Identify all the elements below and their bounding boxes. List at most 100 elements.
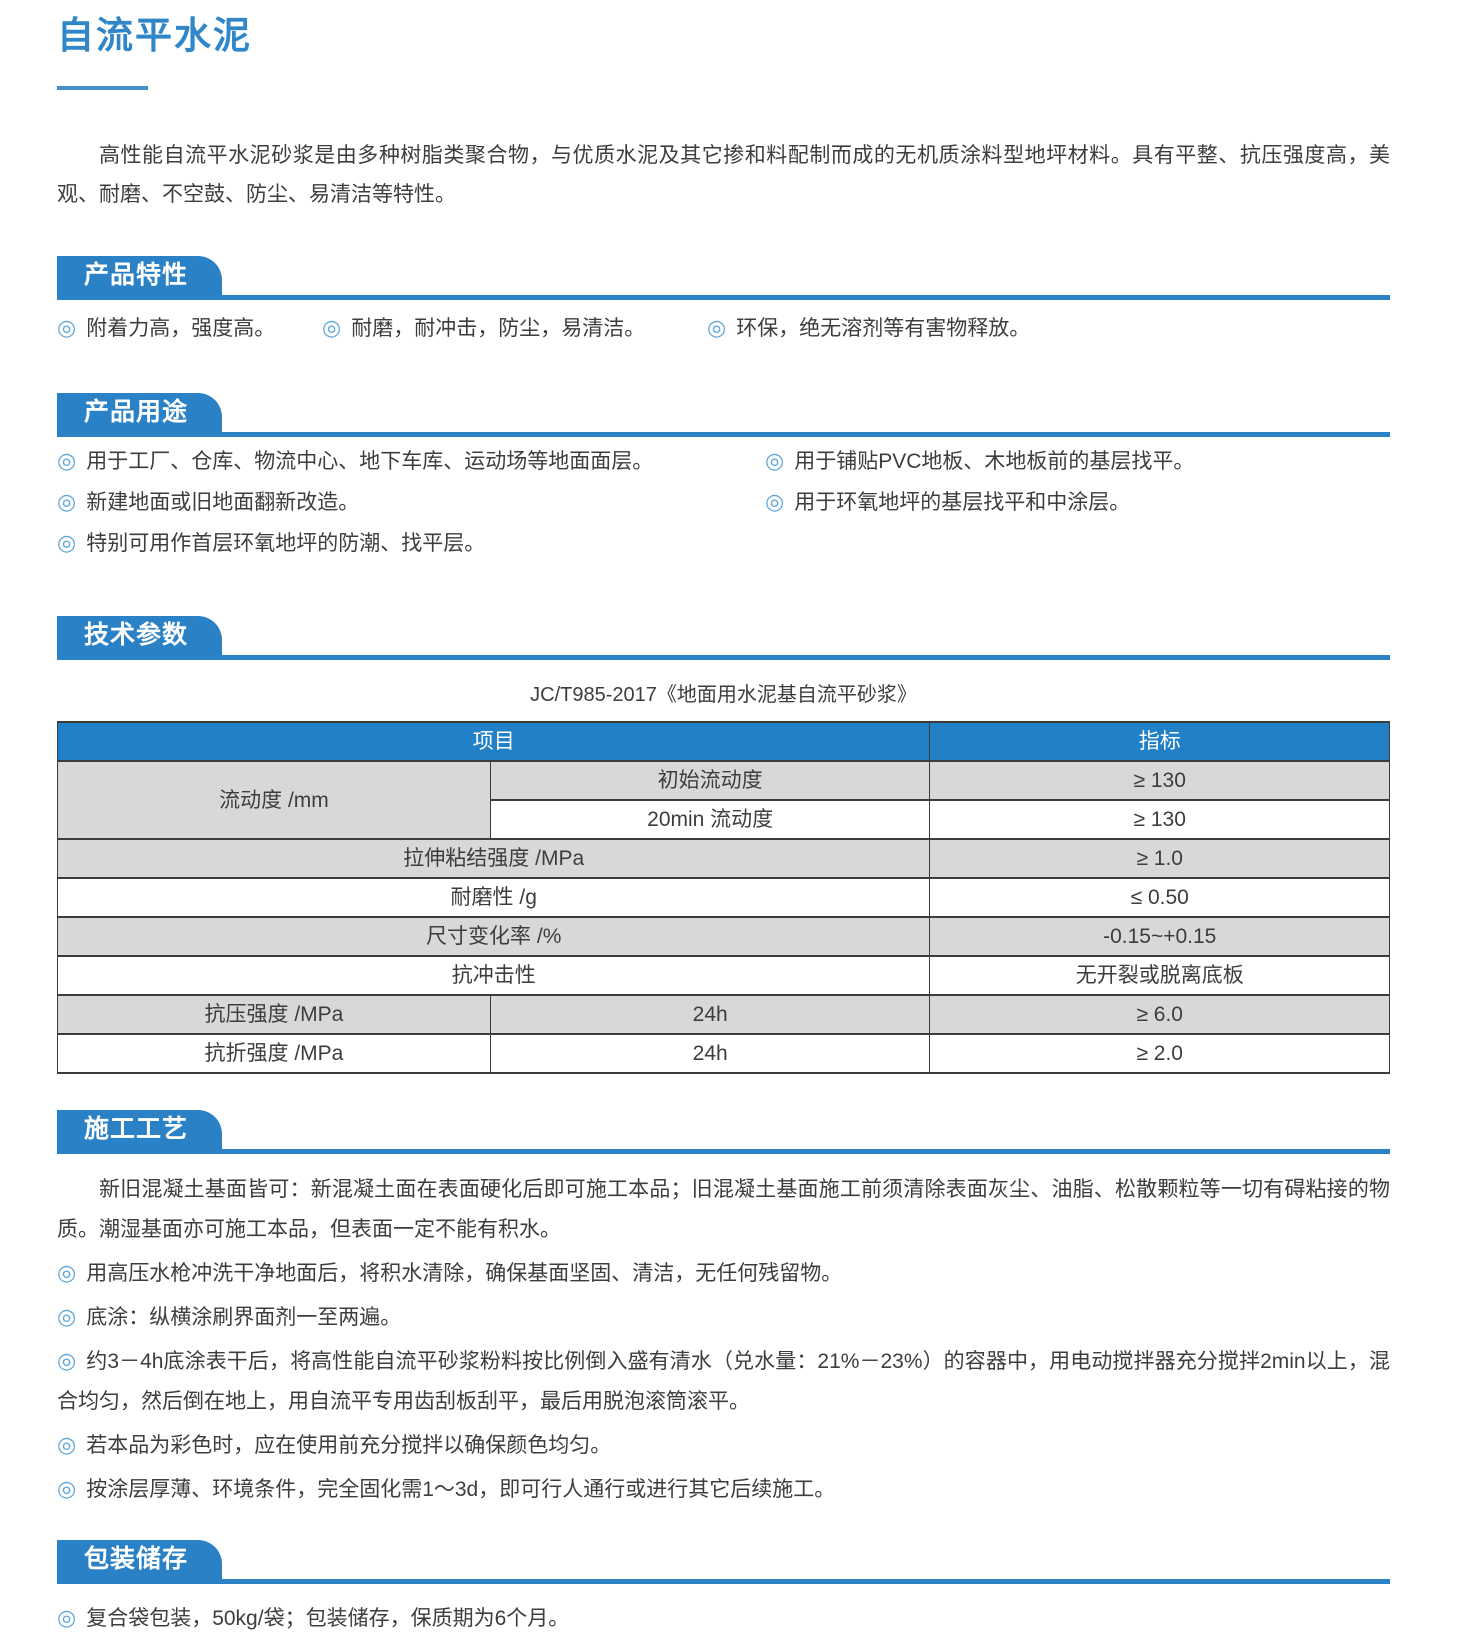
table-cell: ≥ 130 — [929, 799, 1390, 840]
list-item-text: 若本品为彩色时，应在使用前充分搅拌以确保颜色均匀。 — [86, 1434, 612, 1457]
features-list: ◎ 附着力高，强度高。 ◎ 耐磨，耐冲击，防尘，易清洁。 ◎ 环保，绝无溶剂等有害物释放。 — [57, 308, 1390, 349]
bullseye-bullet-icon: ◎ — [765, 489, 785, 514]
list-item-text: 约3－4h底涂表干后，将高性能自流平砂浆粉料按比例倒入盛有清水（兑水量：21%－… — [57, 1350, 1390, 1413]
intro-paragraph: 高性能自流平水泥砂浆是由多种树脂类聚合物，与优质水泥及其它掺和料配制而成的无机质… — [57, 144, 1390, 206]
list-item: ◎ 用于环氧地坪的基层找平和中涂层。 — [765, 488, 1390, 517]
list-item: ◎ 按涂层厚薄、环境条件，完全固化需1～3d，即可行人通行或进行其它后续施工。 — [57, 1469, 1390, 1510]
uses-left-list: ◎ 用于工厂、仓库、物流中心、地下车库、运动场等地面面层。 ◎ 新建地面或旧地面翻新改… — [57, 447, 765, 570]
bullseye-bullet-icon: ◎ — [707, 315, 727, 340]
list-item: ◎ 底涂：纵横涂刷界面剂一至两遍。 — [57, 1297, 1390, 1338]
bullseye-bullet-icon: ◎ — [322, 315, 342, 340]
table-row: 抗折强度 /MPa 24h ≥ 2.0 — [57, 1033, 1390, 1074]
table-cell: -0.15~+0.15 — [929, 916, 1390, 957]
list-item: ◎ 用于铺贴PVC地板、木地板前的基层找平。 — [765, 447, 1390, 476]
list-item-text: 特别可用作首层环氧地坪的防潮、找平层。 — [86, 532, 486, 555]
specs-standard-caption: JC/T985-2017《地面用水泥基自流平砂浆》 — [530, 684, 917, 706]
table-header-cell: 指标 — [929, 721, 1390, 762]
table-row: 耐磨性 /g ≤ 0.50 — [56, 877, 1390, 918]
page-title: 自流平水泥 — [57, 15, 252, 56]
uses-columns: ◎ 用于工厂、仓库、物流中心、地下车库、运动场等地面面层。 ◎ 新建地面或旧地面翻新改… — [57, 447, 1390, 570]
process-intro-paragraph: 新旧混凝土基面皆可：新混凝土面在表面硬化后即可施工本品；旧混凝土基面施工前须清除… — [57, 1178, 1390, 1241]
section-heading-tab: 产品用途 — [57, 393, 223, 432]
table-row: 流动度 /mm 初始流动度 ≥ 130 — [57, 760, 1390, 840]
bullseye-bullet-icon: ◎ — [57, 448, 77, 473]
list-item-text: 附着力高，强度高。 — [86, 317, 276, 340]
list-item-text: 用于铺贴PVC地板、木地板前的基层找平。 — [794, 450, 1195, 473]
bullseye-bullet-icon: ◎ — [765, 448, 785, 473]
list-item: ◎ 用高压水枪冲洗干净地面后，将积水清除，确保基面坚固、清洁，无任何残留物。 — [57, 1253, 1390, 1294]
table-cell: ≤ 0.50 — [929, 877, 1390, 918]
process-steps-list: ◎ 用高压水枪冲洗干净地面后，将积水清除，确保基面坚固、清洁，无任何残留物。 ◎ 底涂… — [57, 1253, 1390, 1510]
section-process: 施工工艺 新旧混凝土基面皆可：新混凝土面在表面硬化后即可施工本品；旧混凝土基面施… — [57, 1110, 1390, 1510]
table-cell: 抗压强度 /MPa — [57, 994, 491, 1035]
bullseye-bullet-icon: ◎ — [57, 530, 77, 555]
table-cell: 无开裂或脱离底板 — [929, 955, 1390, 996]
bullseye-bullet-icon: ◎ — [57, 1260, 77, 1285]
section-specs: 技术参数 JC/T985-2017《地面用水泥基自流平砂浆》 项目 指标 流动度 … — [56, 616, 1390, 1074]
table-cell: 20min 流动度 — [489, 799, 931, 840]
list-item-text: 复合袋包装，50kg/袋；包装储存，保质期为6个月。 — [86, 1607, 570, 1630]
list-item: ◎ 环保，绝无溶剂等有害物释放。 — [707, 308, 1390, 349]
table-cell: 尺寸变化率 /% — [56, 916, 931, 957]
list-item-text: 用于环氧地坪的基层找平和中涂层。 — [794, 491, 1131, 514]
bullseye-bullet-icon: ◎ — [57, 1476, 77, 1501]
title-underline-rule — [57, 86, 148, 90]
section-packaging: 包装储存 ◎ 复合袋包装，50kg/袋；包装储存，保质期为6个月。 — [57, 1540, 1390, 1639]
section-heading-tab: 技术参数 — [57, 616, 223, 655]
list-item: ◎ 新建地面或旧地面翻新改造。 — [57, 488, 765, 517]
bullseye-bullet-icon: ◎ — [57, 1605, 77, 1630]
table-cell: 拉伸粘结强度 /MPa — [56, 838, 931, 879]
table-cell: ≥ 2.0 — [929, 1033, 1390, 1074]
specs-table-body: 流动度 /mm 初始流动度 ≥ 130 20min 流动度 ≥ 130 拉伸粘结强度 /M… — [56, 760, 1390, 1074]
section-features: 产品特性 ◎ 附着力高，强度高。 ◎ 耐磨，耐冲击，防尘，易清洁。 ◎ 环保，绝无溶剂等有… — [57, 256, 1390, 349]
section-uses: 产品用途 ◎ 用于工厂、仓库、物流中心、地下车库、运动场等地面面层。 ◎ 新建地面或旧… — [57, 393, 1390, 570]
specs-table-head: 项目 指标 — [56, 721, 1390, 762]
table-row: 抗冲击性 无开裂或脱离底板 — [56, 955, 1390, 996]
list-item-text: 新建地面或旧地面翻新改造。 — [86, 491, 360, 514]
bullseye-bullet-icon: ◎ — [57, 315, 77, 340]
document-page: 自流平水泥 高性能自流平水泥砂浆是由多种树脂类聚合物，与优质水泥及其它掺和料配制… — [0, 12, 1459, 1639]
section-heading-bar: 技术参数 — [57, 616, 1390, 660]
list-item: ◎ 约3－4h底涂表干后，将高性能自流平砂浆粉料按比例倒入盛有清水（兑水量：21%… — [57, 1341, 1390, 1422]
section-heading-bar: 产品特性 — [57, 256, 1390, 300]
section-heading-tab: 产品特性 — [57, 256, 223, 295]
list-item-text: 底涂：纵横涂刷界面剂一至两遍。 — [86, 1306, 402, 1329]
table-cell: ≥ 1.0 — [929, 838, 1390, 879]
bullseye-bullet-icon: ◎ — [57, 1348, 77, 1373]
bullseye-bullet-icon: ◎ — [57, 1432, 77, 1457]
list-item-text: 环保，绝无溶剂等有害物释放。 — [736, 317, 1031, 340]
section-heading-bar: 施工工艺 — [57, 1110, 1390, 1154]
uses-right-list: ◎ 用于铺贴PVC地板、木地板前的基层找平。 ◎ 用于环氧地坪的基层找平和中涂层。 — [765, 447, 1390, 570]
section-heading-tab: 施工工艺 — [57, 1110, 223, 1149]
list-item: ◎ 若本品为彩色时，应在使用前充分搅拌以确保颜色均匀。 — [57, 1425, 1390, 1466]
list-item-text: 按涂层厚薄、环境条件，完全固化需1～3d，即可行人通行或进行其它后续施工。 — [86, 1478, 836, 1501]
table-cell: 抗折强度 /MPa — [57, 1033, 491, 1074]
table-cell: 24h — [489, 994, 931, 1035]
table-row: 尺寸变化率 /% -0.15~+0.15 — [56, 916, 1390, 957]
table-cell: 流动度 /mm — [57, 760, 491, 840]
section-heading-bar: 包装储存 — [57, 1540, 1390, 1584]
list-item: ◎ 耐磨，耐冲击，防尘，易清洁。 — [322, 308, 707, 349]
list-item: ◎ 用于工厂、仓库、物流中心、地下车库、运动场等地面面层。 — [57, 447, 765, 476]
list-item: ◎ 复合袋包装，50kg/袋；包装储存，保质期为6个月。 — [57, 1598, 1390, 1639]
list-item: ◎ 附着力高，强度高。 — [57, 308, 322, 349]
bullseye-bullet-icon: ◎ — [57, 489, 77, 514]
specs-table: 项目 指标 流动度 /mm 初始流动度 ≥ 130 20min 流动度 ≥ 130 拉伸粘结… — [56, 721, 1390, 1074]
list-item-text: 用高压水枪冲洗干净地面后，将积水清除，确保基面坚固、清洁，无任何残留物。 — [86, 1262, 843, 1285]
table-header-cell: 项目 — [56, 721, 931, 762]
list-item: ◎ 特别可用作首层环氧地坪的防潮、找平层。 — [57, 529, 765, 558]
table-row: 20min 流动度 ≥ 130 — [58, 799, 1390, 840]
table-cell: 24h — [489, 1033, 931, 1074]
table-cell: ≥ 6.0 — [929, 994, 1390, 1035]
section-heading-tab: 包装储存 — [57, 1540, 223, 1579]
table-cell: 抗冲击性 — [56, 955, 931, 996]
section-heading-bar: 产品用途 — [57, 393, 1390, 437]
bullseye-bullet-icon: ◎ — [57, 1304, 77, 1329]
table-row: 抗压强度 /MPa 24h ≥ 6.0 — [57, 994, 1390, 1035]
packaging-list: ◎ 复合袋包装，50kg/袋；包装储存，保质期为6个月。 — [57, 1598, 1390, 1639]
table-cell: 耐磨性 /g — [56, 877, 931, 918]
table-row: 拉伸粘结强度 /MPa ≥ 1.0 — [56, 838, 1390, 879]
list-item-text: 耐磨，耐冲击，防尘，易清洁。 — [351, 317, 646, 340]
table-cell: 初始流动度 — [489, 760, 931, 801]
list-item-text: 用于工厂、仓库、物流中心、地下车库、运动场等地面面层。 — [86, 450, 654, 473]
